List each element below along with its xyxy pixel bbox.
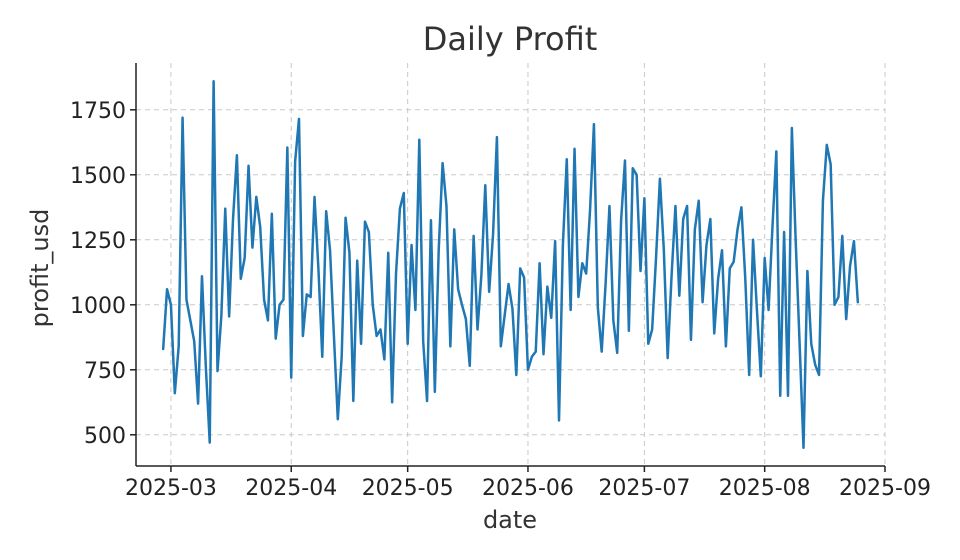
x-axis-label: date (483, 506, 537, 534)
x-tick-label: 2025-04 (245, 476, 337, 501)
x-tick-label: 2025-09 (839, 476, 931, 501)
series-line (161, 79, 860, 450)
x-tick-label: 2025-03 (125, 476, 217, 501)
x-tick-label: 2025-05 (362, 476, 454, 501)
grid-lines (136, 63, 886, 466)
x-tick-label: 2025-07 (598, 476, 690, 501)
y-tick-label: 1500 (70, 164, 126, 189)
y-tick-label: 1000 (70, 294, 126, 319)
chart-title: Daily Profit (423, 20, 598, 58)
series-layer (161, 79, 860, 450)
x-tick-label: 2025-06 (482, 476, 574, 501)
y-tick-label: 750 (84, 359, 126, 384)
y-axis-ticks: 500 750 1000 1250 1500 1750 (70, 99, 136, 449)
axes (135, 63, 885, 467)
y-tick-label: 1250 (70, 229, 126, 254)
y-tick-label: 1750 (70, 99, 126, 124)
x-tick-label: 2025-08 (719, 476, 811, 501)
y-tick-label: 500 (84, 424, 126, 449)
x-axis-ticks: 2025-03 2025-04 2025-05 2025-06 2025-07 2025-… (125, 466, 931, 501)
y-axis-label: profit_usd (26, 209, 54, 328)
